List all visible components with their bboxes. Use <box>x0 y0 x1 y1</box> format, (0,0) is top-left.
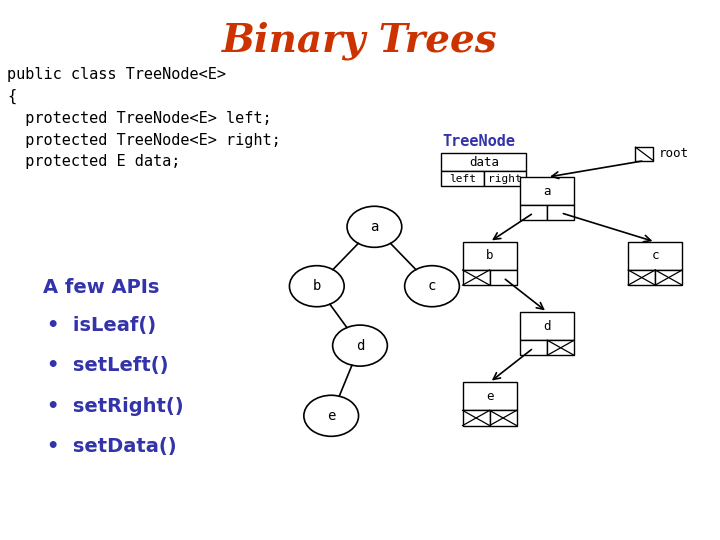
Text: b: b <box>486 249 493 262</box>
Text: public class TreeNode<E>
{
  protected TreeNode<E> left;
  protected TreeNode<E>: public class TreeNode<E> { protected Tre… <box>7 68 281 169</box>
Text: •  setData(): • setData() <box>47 437 176 456</box>
Bar <box>521 205 547 220</box>
Text: d: d <box>544 320 551 333</box>
Bar <box>547 340 575 355</box>
Bar <box>463 382 517 410</box>
Bar <box>636 147 654 160</box>
Bar <box>441 171 484 186</box>
Text: b: b <box>312 279 321 293</box>
Text: d: d <box>356 339 364 353</box>
Bar <box>628 270 655 285</box>
Text: c: c <box>428 279 436 293</box>
Text: e: e <box>486 390 493 403</box>
Bar <box>547 205 575 220</box>
Text: left: left <box>449 174 476 184</box>
Text: •  setLeft(): • setLeft() <box>47 356 168 375</box>
Text: e: e <box>327 409 336 423</box>
Bar <box>521 340 547 355</box>
Bar <box>463 242 517 270</box>
Bar <box>628 242 683 270</box>
Bar <box>463 270 490 285</box>
Text: data: data <box>469 156 499 169</box>
Text: A few APIs: A few APIs <box>43 278 160 297</box>
Text: •  isLeaf(): • isLeaf() <box>47 316 156 335</box>
Text: a: a <box>370 220 379 234</box>
Bar <box>490 410 517 426</box>
Text: right: right <box>488 174 522 184</box>
Text: a: a <box>544 185 551 198</box>
Text: c: c <box>652 249 659 262</box>
Bar <box>655 270 683 285</box>
Text: •  setRight(): • setRight() <box>47 397 184 416</box>
Bar <box>441 153 526 171</box>
Text: Binary Trees: Binary Trees <box>222 22 498 60</box>
Text: root: root <box>660 147 689 160</box>
Text: TreeNode: TreeNode <box>443 133 516 148</box>
Bar <box>490 270 517 285</box>
Bar <box>484 171 526 186</box>
Bar <box>521 177 575 205</box>
Bar <box>521 312 575 340</box>
Bar <box>463 410 490 426</box>
